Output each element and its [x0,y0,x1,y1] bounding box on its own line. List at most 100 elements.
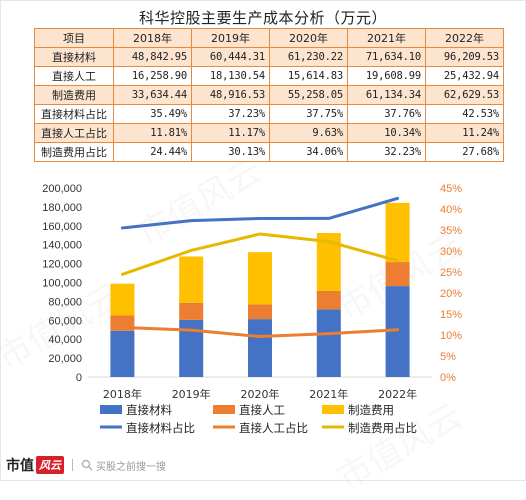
table-row: 直接人工占比 11.81% 11.17% 9.63% 10.34% 11.24% [34,123,504,143]
table-cell: 25,432.94 [425,66,504,86]
row-label: 直接材料占比 [34,104,114,124]
y-left-tick-label: 60,000 [48,315,82,327]
table-cell: 18,130.54 [191,66,270,86]
table-header-cell: 2019年 [191,28,270,48]
table-header-cell: 2018年 [113,28,192,48]
table-cell: 35.49% [113,104,192,124]
bar-segment [316,290,341,310]
series-line [120,196,400,230]
y-left-tick-label: 80,000 [48,296,82,308]
table-cell: 32.23% [347,142,426,162]
table-cell: 33,634.44 [113,85,192,105]
table-cell: 96,209.53 [425,47,504,67]
legend-label: 制造费用 [348,403,394,417]
table-row: 制造费用占比 24.44% 30.13% 34.06% 32.23% 27.68% [34,142,504,162]
bar-segment [110,330,135,377]
bar-segment [248,319,272,377]
table-cell: 27.68% [425,142,504,162]
table-cell: 10.34% [347,123,426,143]
legend-swatch [100,405,122,414]
legend-label: 直接材料占比 [126,421,195,435]
table-cell: 60,444.31 [191,47,270,67]
x-tick-label: 2020年 [241,387,280,401]
table-cell: 37.23% [191,104,270,124]
row-label: 制造费用占比 [34,142,114,162]
y-left-tick-label: 40,000 [48,334,82,346]
bar-segment [179,302,204,320]
row-label: 直接人工占比 [34,123,114,143]
table-cell: 71,634.10 [347,47,426,67]
y-left-tick-label: 0 [76,372,82,384]
cost-table: 项目 2018年 2019年 2020年 2021年 2022年 直接材料 48,… [34,28,504,162]
table-cell: 11.24% [425,123,504,143]
table-cell: 11.17% [191,123,270,143]
legend-label: 直接人工 [239,403,285,417]
table-cell: 61,230.22 [269,47,348,67]
brand-stamp: 风云 [36,456,64,474]
y-right-tick-label: 5% [440,351,456,363]
table-header-cell: 项目 [34,28,114,48]
bar-segment [316,309,341,377]
bar-segment [248,304,272,320]
table-cell: 11.81% [113,123,192,143]
footer-slogan: 买股之前搜一搜 [96,461,166,473]
x-tick-label: 2021年 [309,387,348,401]
table-cell: 61,134.34 [347,85,426,105]
table-cell: 16,258.90 [113,66,192,86]
y-left-tick-label: 160,000 [42,221,82,233]
legend-swatch [322,405,344,414]
table-cell: 37.75% [269,104,348,124]
legend-label: 直接人工占比 [239,421,308,435]
bar-segment [385,202,410,263]
y-left-tick-label: 180,000 [42,202,82,214]
table-header-cell: 2022年 [425,28,504,48]
y-left-tick-label: 200,000 [42,183,82,195]
y-right-tick-label: 30% [440,246,462,258]
row-label: 直接材料 [34,47,114,67]
y-right-tick-label: 15% [440,309,462,321]
table-cell: 37.76% [347,104,426,124]
legend-label: 制造费用占比 [348,421,417,435]
table-header-cell: 2020年 [269,28,348,48]
table-row: 制造费用 33,634.44 48,916.53 55,258.05 61,134.34… [34,85,504,105]
bar-segment [385,262,410,287]
chart-title: 科华控股主要生产成本分析（万元） [138,9,387,27]
y-right-tick-label: 10% [440,330,462,342]
table-row: 直接人工 16,258.90 18,130.54 15,614.83 19,608.99… [34,66,504,86]
search-icon [81,459,93,471]
table-cell: 55,258.05 [269,85,348,105]
table-cell: 24.44% [113,142,192,162]
y-right-tick-label: 35% [440,225,462,237]
y-left-tick-label: 20,000 [48,353,82,365]
footer-divider [72,459,73,471]
y-left-tick-label: 140,000 [42,240,82,252]
row-label: 制造费用 [34,85,114,105]
y-right-tick-label: 25% [440,267,462,279]
series-line [120,232,400,276]
table-header-cell: 2021年 [347,28,426,48]
legend-swatch [213,405,235,414]
table-cell: 15,614.83 [269,66,348,86]
brand-name: 市值 [6,458,34,474]
x-tick-label: 2022年 [378,387,417,401]
x-tick-label: 2018年 [103,387,142,401]
bar-segment [110,283,135,316]
table-cell: 42.53% [425,104,504,124]
footer: 市值 风云 买股之前搜一搜 [6,455,166,475]
row-label: 直接人工 [34,66,114,86]
x-tick-label: 2019年 [172,387,211,401]
y-right-tick-label: 0% [440,372,456,384]
table-cell: 30.13% [191,142,270,162]
combo-chart: 0 20,000 40,000 60,000 80,000 100,000 120,000 1… [42,183,462,435]
table-cell: 62,629.53 [425,85,504,105]
series-line [120,325,400,339]
legend-label: 直接材料 [126,403,172,417]
y-right-tick-label: 20% [440,288,462,300]
y-right-tick-label: 45% [440,183,462,195]
table-cell: 48,842.95 [113,47,192,67]
bar-segment [179,256,204,303]
table-cell: 9.63% [269,123,348,143]
y-right-tick-label: 40% [440,204,462,216]
table-header-row: 项目 2018年 2019年 2020年 2021年 2022年 [34,28,504,48]
table-cell: 19,608.99 [347,66,426,86]
